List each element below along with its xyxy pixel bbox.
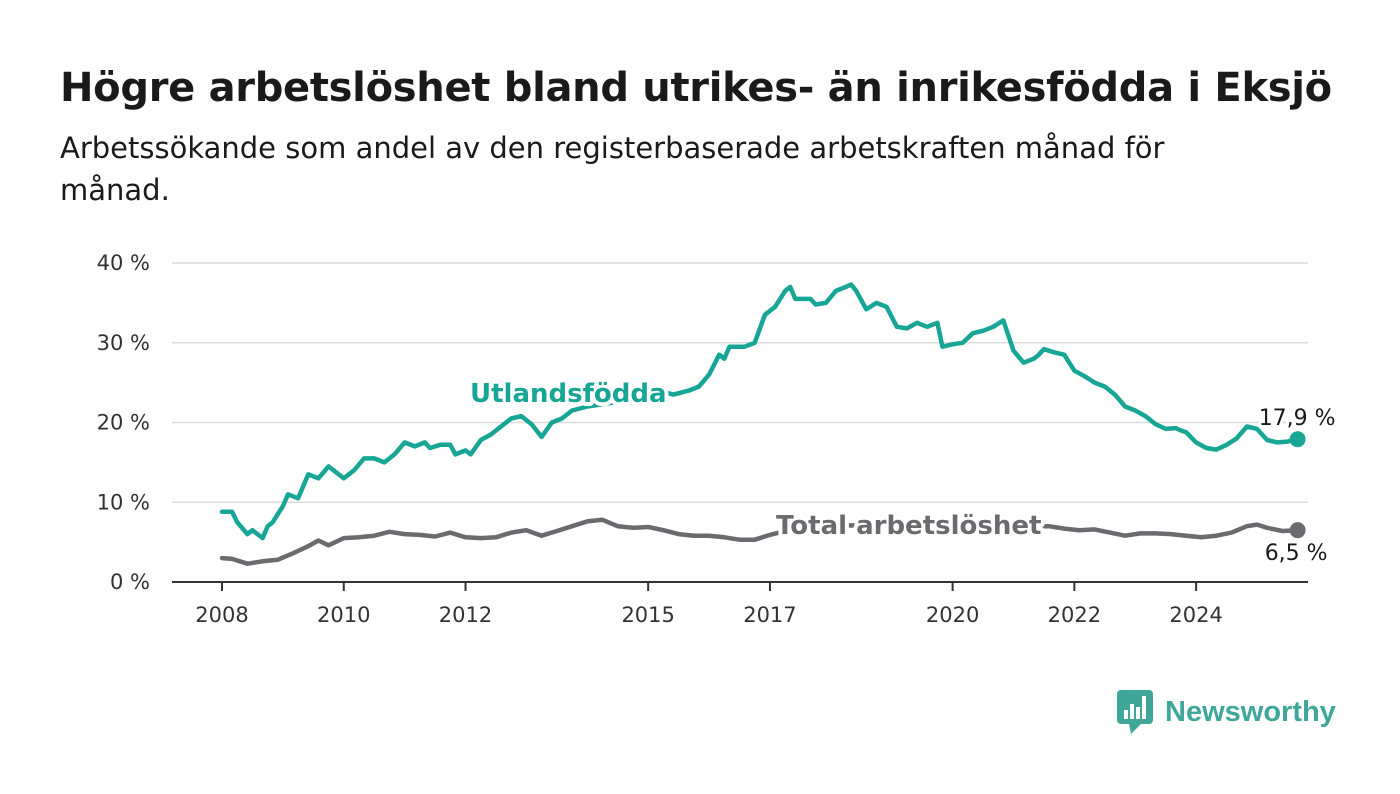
end-value-label: 6,5 %: [1265, 541, 1328, 566]
newsworthy-logo-icon: [1117, 690, 1153, 734]
chart-subtitle: Arbetssökande som andel av den registerb…: [60, 131, 1165, 207]
y-tick-label: 40 %: [97, 251, 150, 275]
x-tick-label: 2024: [1169, 603, 1222, 627]
y-tick-label: 30 %: [97, 331, 150, 355]
end-point-marker: [1289, 522, 1306, 539]
x-tick-label: 2010: [317, 603, 370, 627]
y-tick-label: 10 %: [97, 490, 150, 514]
series-label: Total arbetslöshet: [776, 511, 1041, 541]
grid-lines: [172, 262, 1308, 583]
chart-title: Högre arbetslöshet bland utrikes- än inr…: [60, 65, 1332, 111]
y-tick-label: 0 %: [110, 570, 150, 594]
x-tick-label: 2022: [1048, 603, 1101, 627]
x-tick-label: 2020: [926, 603, 979, 627]
series-line: [219, 282, 1300, 541]
x-tick-label: 2017: [743, 603, 796, 627]
y-axis-ticks: 0 % 10 % 20 % 30 % 40 %: [97, 251, 150, 594]
x-tick-label: 2015: [621, 603, 674, 627]
x-tick-label: 2008: [195, 603, 248, 627]
end-value-label: 17,9 %: [1259, 406, 1336, 431]
y-tick-label: 20 %: [97, 411, 150, 435]
newsworthy-brand: Newsworthy: [1117, 690, 1336, 734]
series-labels: Utlandsfödda 17,9 % Total arbetslöshet 6,5 …: [466, 375, 1339, 569]
end-point-marker: [1289, 431, 1306, 448]
series-line: [219, 517, 1300, 566]
series-label: Utlandsfödda: [470, 379, 667, 409]
x-tick-label: 2012: [439, 603, 492, 627]
brand-name: Newsworthy: [1165, 695, 1336, 728]
x-axis-ticks: 2008 2010 2012 2015 2017 2020 2022 2024: [195, 582, 1223, 627]
series-lines: [219, 282, 1306, 566]
